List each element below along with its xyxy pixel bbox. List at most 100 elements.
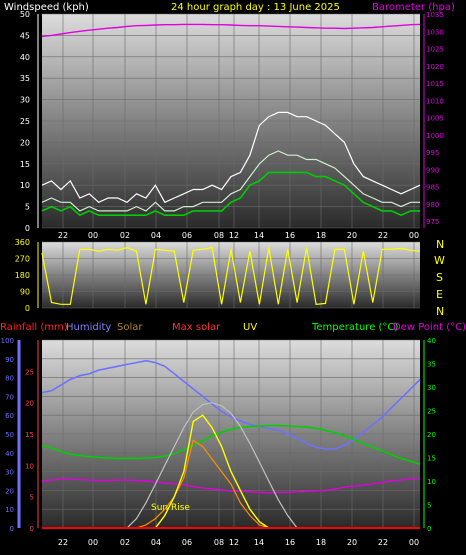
barometer-line [41, 23, 421, 38]
baro-tick-label: 985 [426, 184, 439, 192]
baro-axis-label: Barometer (hpa) [372, 2, 455, 13]
wind-time-label: 02 [120, 231, 130, 240]
compass-w: W [434, 254, 445, 267]
wind-tick-label: 40 [20, 53, 30, 62]
wind-tick-label: 35 [20, 74, 30, 83]
wind-tick-label: 0 [25, 224, 30, 233]
rain-tick-label: 15 [25, 431, 34, 439]
compass-labels: N W S E N [434, 238, 445, 318]
legend-max-solar: Max solar [172, 322, 221, 333]
direction-grid [42, 241, 420, 309]
wind-time-label: 18 [316, 231, 326, 240]
wind-time-label: 22 [378, 231, 388, 240]
wind-time-label: 20 [347, 231, 357, 240]
baro-tick-label: 990 [426, 166, 439, 174]
wind-tick-label: 5 [25, 203, 30, 212]
humidity-tick-label: 40 [5, 450, 14, 458]
multi-time-label: 00 [88, 538, 98, 547]
rain-tick-label: 10 [25, 462, 34, 470]
sunrise-annotation: Sun Rise [151, 503, 190, 513]
legend-humidity: Humidity [66, 322, 111, 333]
compass-n-top: N [436, 238, 444, 251]
wind-tick-label: 10 [20, 181, 30, 190]
baro-tick-label: 1035 [426, 11, 444, 19]
temp-tick-label: 10 [427, 478, 436, 486]
multi-time-label: 22 [378, 538, 388, 547]
legend-uv: UV [243, 322, 257, 333]
wind-grid [42, 13, 420, 229]
wind-tick-label: 20 [20, 138, 30, 147]
compass-e: E [436, 288, 443, 301]
wind-time-label: 06 [182, 231, 192, 240]
temp-tick-label: 25 [427, 408, 436, 416]
multi-grid [42, 339, 420, 529]
humidity-tick-label: 100 [1, 337, 14, 345]
humidity-tick-label: 80 [5, 375, 14, 383]
wind-axis-label: Windspeed (kph) [4, 2, 89, 13]
wind-tick-label: 25 [20, 117, 30, 126]
baro-tick-label: 980 [426, 201, 439, 209]
humidity-tick-label: 90 [5, 356, 14, 364]
baro-tick-label: 1020 [426, 63, 444, 71]
humidity-tick-label: 60 [5, 412, 14, 420]
compass-n-bottom: N [436, 305, 444, 318]
temperature-line [41, 424, 421, 465]
multi-time-label: 00 [409, 538, 419, 547]
legend-dew-point: Dew Point (°C) [393, 322, 466, 333]
multi-series [41, 359, 421, 529]
wind-tick-label: 50 [20, 10, 30, 19]
baro-tick-label: 1005 [426, 115, 444, 123]
multi-time-label: 04 [151, 538, 161, 547]
humidity-tick-label: 30 [5, 469, 14, 477]
humidity-tick-label: 70 [5, 393, 14, 401]
baro-tick-label: 1015 [426, 80, 444, 88]
compass-s: S [436, 271, 443, 284]
multi-time-label: 14 [254, 538, 264, 547]
direction-axes: 0 90 180 270 360 [15, 238, 39, 313]
rain-tick-label: 0 [30, 525, 34, 533]
wind-avg-line [41, 150, 420, 212]
wind-time-label: 08 [214, 231, 224, 240]
direction-tick-label: 180 [15, 271, 30, 280]
multi-time-label: 22 [58, 538, 68, 547]
baro-tick-label: 1000 [426, 132, 444, 140]
legend-solar: Solar [117, 322, 143, 333]
direction-panel: 0 90 180 270 360 N W S E N [15, 238, 445, 318]
multi-time-label: 20 [347, 538, 357, 547]
rain-tick-label: 25 [25, 368, 34, 376]
dew-point-line [41, 477, 421, 494]
wind-time-label: 14 [254, 231, 264, 240]
humidity-line [41, 359, 421, 450]
baro-tick-label: 995 [426, 149, 439, 157]
humidity-tick-label: 20 [5, 487, 14, 495]
temp-tick-label: 5 [427, 502, 431, 510]
rain-tick-label: 20 [25, 400, 34, 408]
direction-tick-label: 90 [20, 288, 30, 297]
multi-axes: 0 10 20 30 40 50 60 70 80 90 100 0 5 10 15 20 25 0 5 10 15 20… [1, 337, 436, 547]
direction-line [41, 246, 421, 305]
wind-time-label: 12 [229, 231, 239, 240]
wind-max-line [41, 111, 421, 204]
multi-time-label: 16 [285, 538, 295, 547]
wind-time-label: 00 [409, 231, 419, 240]
wind-tick-label: 45 [20, 31, 30, 40]
multi-time-label: 02 [120, 538, 130, 547]
wind-tick-label: 30 [20, 96, 30, 105]
multi-time-label: 12 [229, 538, 239, 547]
multi-panel: 0 10 20 30 40 50 60 70 80 90 100 0 5 10 15 20 25 0 5 10 15 20… [0, 322, 466, 547]
temp-tick-label: 40 [427, 337, 436, 345]
multi-time-label: 06 [182, 538, 192, 547]
temp-tick-label: 30 [427, 384, 436, 392]
baro-tick-label: 1025 [426, 46, 444, 54]
humidity-tick-label: 50 [5, 431, 14, 439]
baro-tick-label: 1030 [426, 28, 444, 36]
wind-time-label: 00 [88, 231, 98, 240]
wind-time-label: 22 [58, 231, 68, 240]
wind-tick-label: 15 [20, 160, 30, 169]
wind-series [41, 23, 421, 217]
direction-tick-label: 270 [15, 255, 30, 264]
temp-tick-label: 20 [427, 431, 436, 439]
wind-time-label: 16 [285, 231, 295, 240]
graph-title: 24 hour graph day : 13 June 2025 [171, 2, 340, 13]
